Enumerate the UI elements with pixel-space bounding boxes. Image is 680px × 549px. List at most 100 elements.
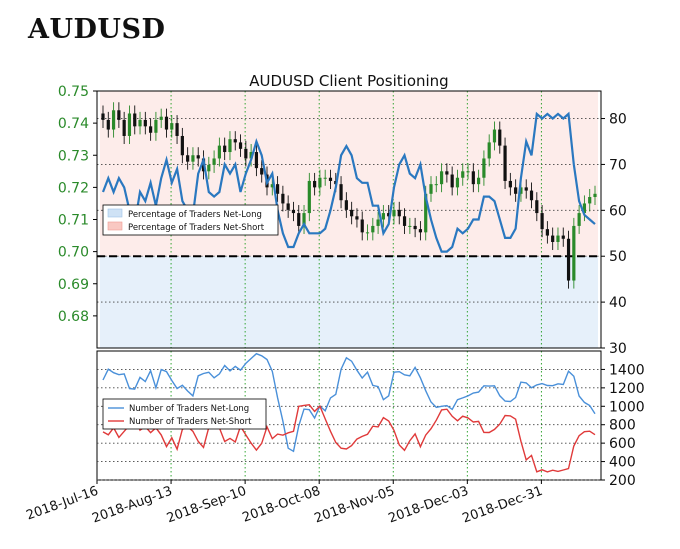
price-tick-label: 0.68: [58, 309, 89, 325]
net-long-shade: [221, 256, 228, 348]
net-short-shade: [285, 91, 292, 257]
net-long-shade: [115, 256, 122, 348]
legend-label-short: Percentage of Traders Net-Short: [128, 223, 265, 233]
price-tick-label: 0.71: [58, 213, 89, 229]
candle-body: [238, 142, 243, 149]
legend-label-long: Percentage of Traders Net-Long: [128, 210, 262, 220]
date-tick-label: 2018-Nov-05: [313, 484, 397, 527]
candle-body: [529, 190, 534, 201]
candle-body: [164, 116, 169, 130]
candle-body: [566, 238, 571, 281]
net-short-shade: [100, 91, 106, 257]
candle-body: [439, 171, 444, 185]
net-short-shade: [369, 91, 376, 257]
price-tick-label: 0.69: [58, 277, 89, 293]
candle-body: [196, 155, 200, 159]
net-short-shade: [554, 91, 561, 257]
net-long-shade: [560, 256, 567, 348]
net-short-shade: [491, 91, 498, 257]
candle-body: [471, 171, 475, 185]
net-short-shade: [189, 91, 196, 257]
chart-title: AUDUSD Client Positioning: [249, 72, 448, 90]
net-long-shade: [353, 256, 360, 348]
candle-body: [149, 126, 153, 133]
net-long-shade: [184, 256, 191, 348]
net-long-shade: [480, 256, 487, 348]
candle-body: [545, 229, 549, 236]
candle-body: [313, 180, 317, 188]
candle-body: [175, 123, 179, 136]
candle-body: [275, 184, 280, 194]
percent-tick-label: 60: [609, 203, 627, 219]
net-long-shade: [105, 256, 112, 348]
net-long-shade: [428, 256, 434, 348]
net-short-shade: [539, 91, 546, 257]
net-short-shade: [168, 91, 175, 257]
date-tick-label: 2018-Dec-31: [461, 484, 545, 527]
candle-body: [355, 216, 359, 220]
net-short-shade: [110, 91, 117, 257]
net-short-shade: [592, 91, 598, 257]
candle-body: [524, 187, 528, 191]
count-tick-label: 1200: [609, 381, 645, 397]
candle-body: [111, 110, 116, 130]
net-short-shade: [248, 91, 255, 257]
candle-body: [323, 177, 327, 179]
net-short-shade: [126, 91, 133, 257]
count-tick-label: 1400: [609, 362, 645, 378]
count-tick-label: 200: [609, 473, 636, 489]
candle-body: [540, 213, 544, 230]
count-tick-label: 800: [609, 418, 636, 434]
candle-body: [170, 123, 174, 130]
net-long-shade: [237, 256, 244, 348]
candle-body: [413, 225, 417, 230]
net-long-shade: [465, 256, 472, 348]
net-long-shade: [576, 256, 583, 348]
candle-body: [159, 116, 163, 120]
percent-tick-label: 40: [609, 295, 627, 311]
candle-body: [408, 225, 412, 227]
candle-body: [281, 193, 285, 204]
net-long-shade: [496, 256, 503, 348]
net-short-shade: [163, 91, 170, 257]
net-long-shade: [348, 256, 355, 348]
candle-body: [223, 145, 227, 153]
candle-body: [477, 177, 481, 185]
net-long-shade: [232, 256, 239, 348]
candle-body: [133, 113, 137, 127]
date-tick-label: 2018-Dec-03: [386, 484, 470, 527]
net-short-shade: [417, 91, 424, 257]
legend-box: [102, 398, 267, 430]
candle-body: [577, 213, 581, 226]
net-long-shade: [380, 256, 387, 348]
net-short-shade: [570, 91, 577, 257]
net-short-shade: [301, 91, 308, 257]
net-short-shade: [115, 91, 122, 257]
net-short-shade: [586, 91, 593, 257]
net-long-shade: [205, 256, 212, 348]
candle-body: [535, 200, 539, 214]
net-long-shade: [581, 256, 588, 348]
net-long-shade: [565, 256, 572, 348]
net-long-shade: [443, 256, 450, 348]
candle-body: [434, 184, 438, 186]
net-short-shade: [158, 91, 165, 257]
price-tick-label: 0.75: [58, 84, 89, 100]
candle-body: [392, 209, 396, 217]
net-long-shade: [100, 256, 106, 348]
net-short-shade: [295, 91, 302, 257]
net-short-shade: [221, 91, 228, 257]
net-short-shade: [523, 91, 530, 257]
candle-body: [561, 235, 565, 239]
candle-body: [207, 164, 211, 172]
net-short-shade: [348, 91, 355, 257]
candle-body: [212, 158, 216, 165]
count-tick-label: 1000: [609, 399, 645, 415]
net-short-shade: [549, 91, 556, 257]
date-tick-label: 2018-Sep-10: [165, 484, 249, 527]
date-tick-label: 2018-Jul-16: [24, 484, 100, 524]
candle-body: [122, 119, 126, 136]
net-short-shade: [184, 91, 191, 257]
candle-body: [138, 119, 142, 127]
